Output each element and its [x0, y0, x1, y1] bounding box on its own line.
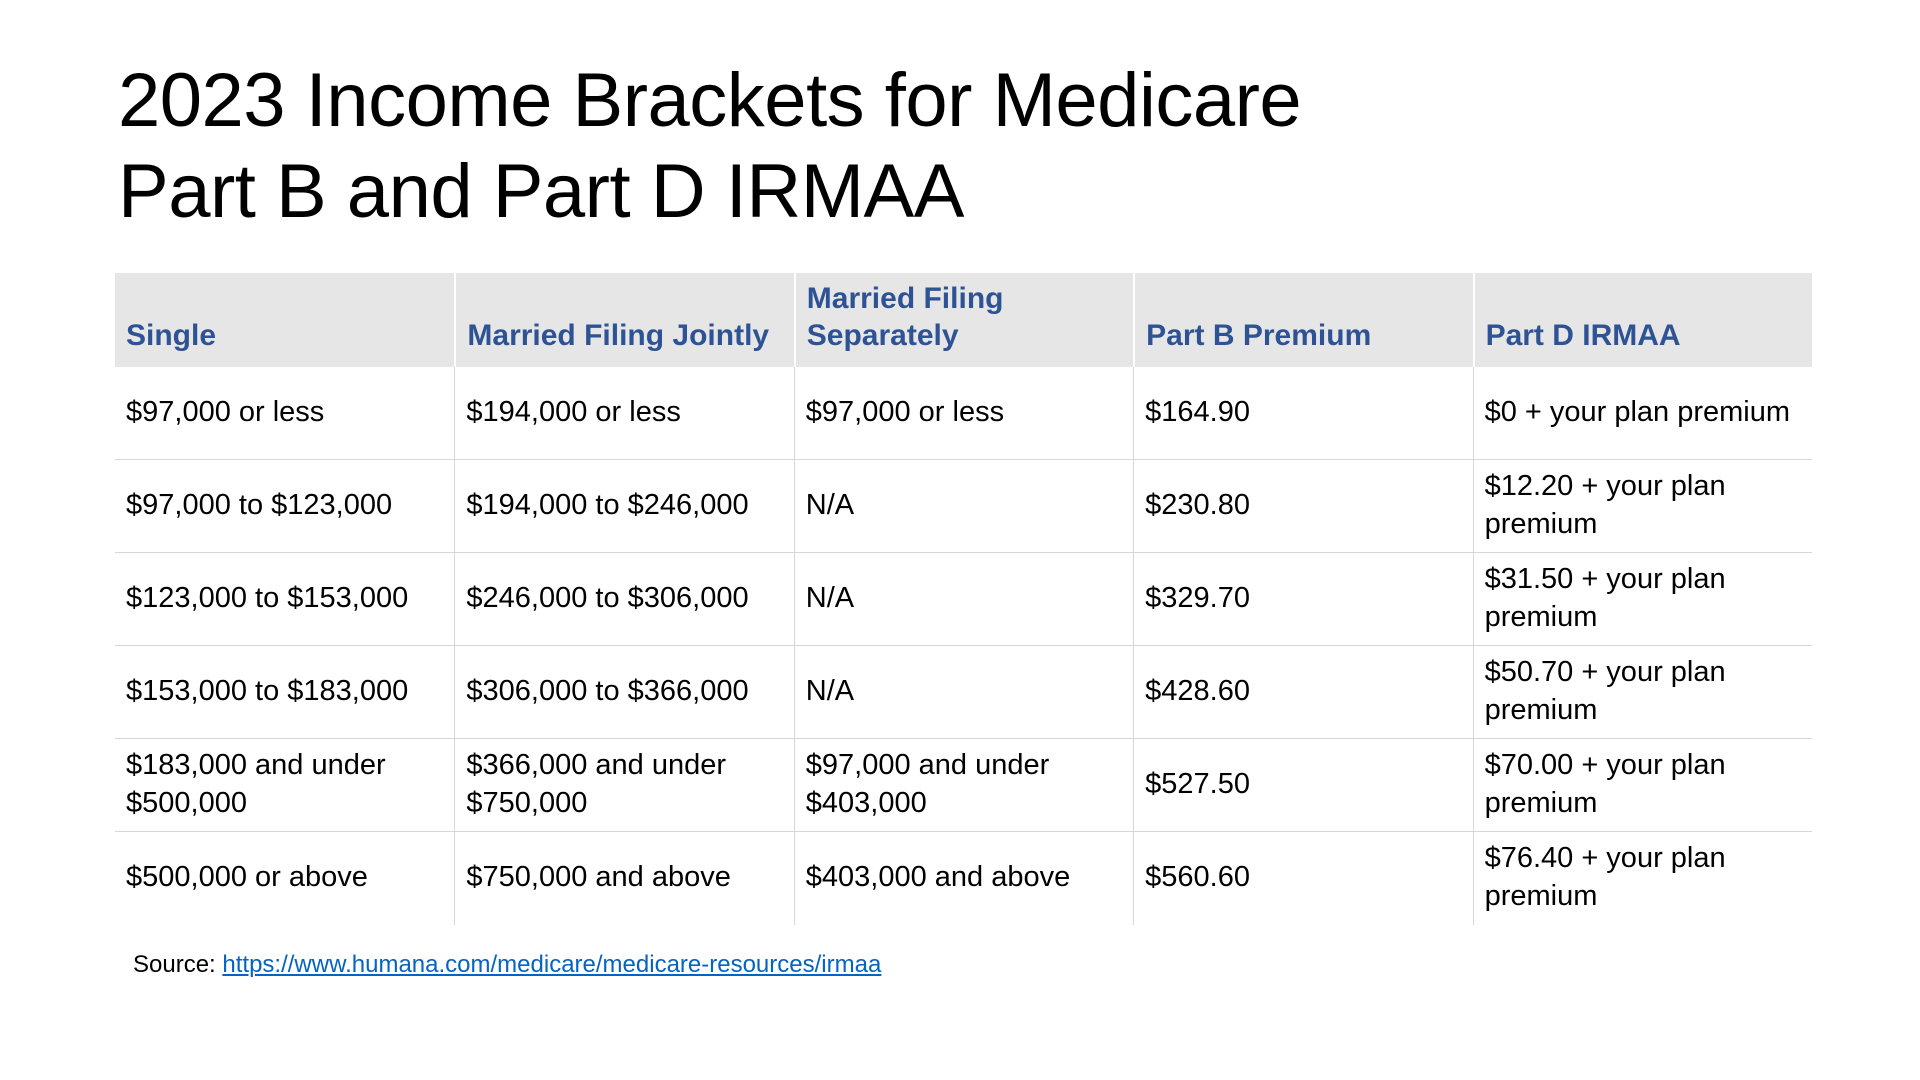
table-header-row: Single Married Filing Jointly Married Fili… [115, 273, 1812, 367]
table-row: $500,000 or above $750,000 and above $403,… [115, 831, 1812, 925]
table-cell: $164.90 [1133, 366, 1473, 460]
table-cell: $246,000 to $306,000 [454, 552, 794, 646]
table-cell: $750,000 and above [454, 831, 794, 925]
page-title-line: Part B and Part D IRMAA [118, 149, 964, 235]
table-cell: $329.70 [1133, 552, 1473, 646]
table-cell: N/A [793, 552, 1134, 646]
table-cell: $50.70 + your plan premium [1472, 645, 1812, 739]
table-cell: $428.60 [1133, 645, 1473, 739]
table-cell: $0 + your plan premium [1472, 366, 1812, 460]
table-row: $97,000 to $123,000 $194,000 to $246,000 N… [115, 459, 1812, 553]
table-header-cell: Part B Premium [1133, 273, 1473, 367]
table-row: $97,000 or less $194,000 or less $97,000 o… [115, 366, 1812, 460]
table-row: $183,000 and under $500,000 $366,000 and … [115, 738, 1812, 832]
table-cell: $500,000 or above [115, 831, 455, 925]
table-header-text: Separately [806, 318, 959, 352]
table-cell: N/A [793, 459, 1134, 553]
irmaa-brackets-table: Single Married Filing Jointly Married Fili… [115, 273, 1812, 925]
table-cell: $194,000 to $246,000 [454, 459, 794, 553]
table-cell: $560.60 [1133, 831, 1473, 925]
table-cell: $123,000 to $153,000 [115, 552, 455, 646]
table-cell: $76.40 + your plan premium [1472, 831, 1812, 925]
table-header-cell: Single [115, 273, 455, 367]
table-cell: $97,000 to $123,000 [115, 459, 455, 553]
table-cell: $230.80 [1133, 459, 1473, 553]
table-header-text: Part D IRMAA [1485, 318, 1681, 352]
page-title-line: 2023 Income Brackets for Medicare [118, 58, 1302, 143]
table-header-cell: Married Filing Separately [793, 273, 1134, 367]
table-cell: $97,000 or less [793, 366, 1134, 460]
table-cell: $183,000 and under $500,000 [115, 738, 455, 832]
page-title: 2023 Income Brackets for Medicare Part B … [118, 55, 1920, 237]
table-cell: $97,000 and under $403,000 [793, 738, 1134, 832]
table-cell: $527.50 [1133, 738, 1473, 832]
table-header-text: Single [126, 318, 217, 352]
table-cell: $403,000 and above [793, 831, 1134, 925]
table-cell: $306,000 to $366,000 [454, 645, 794, 739]
table-cell: $12.20 + your plan premium [1472, 459, 1812, 553]
table-header-text: Married Filing Jointly [467, 318, 770, 352]
table-header-text: Married Filing [806, 282, 1004, 316]
table-header-text: Part B Premium [1146, 318, 1372, 352]
source-line: Source: https://www.humana.com/medicare/… [133, 951, 1920, 979]
table-cell: $194,000 or less [454, 366, 794, 460]
table-cell: $366,000 and under $750,000 [454, 738, 794, 832]
table-cell: $70.00 + your plan premium [1472, 738, 1812, 832]
table-row: $123,000 to $153,000 $246,000 to $306,000… [115, 552, 1812, 646]
table-cell: $153,000 to $183,000 [115, 645, 455, 739]
table-row: $153,000 to $183,000 $306,000 to $366,000… [115, 645, 1812, 739]
source-link[interactable]: https://www.humana.com/medicare/medicare… [222, 950, 882, 978]
table-cell: N/A [793, 645, 1134, 739]
table-cell: $31.50 + your plan premium [1472, 552, 1812, 646]
table-header-cell: Married Filing Jointly [454, 273, 794, 367]
source-label: Source: [133, 950, 223, 978]
table-cell: $97,000 or less [115, 366, 455, 460]
table-header-cell: Part D IRMAA [1472, 273, 1812, 367]
